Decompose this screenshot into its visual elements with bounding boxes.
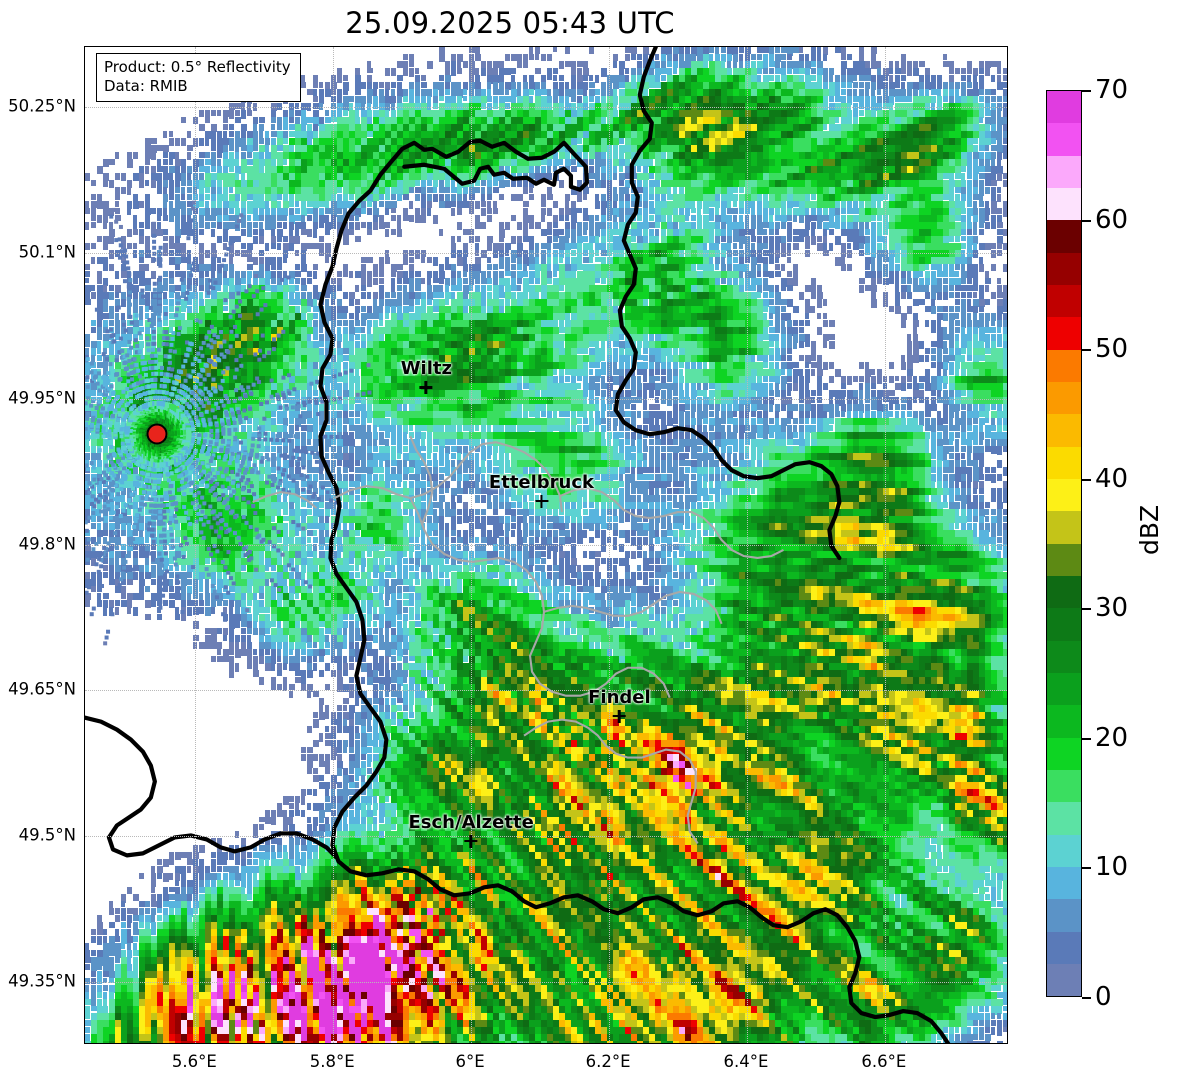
product-line: Product: 0.5° Reflectivity <box>104 58 291 76</box>
colorbar-band <box>1047 155 1081 188</box>
colorbar-band <box>1047 414 1081 447</box>
colorbar-band <box>1047 446 1081 479</box>
colorbar-band <box>1047 705 1081 738</box>
colorbar-band <box>1047 91 1081 124</box>
national-border-east-germany <box>613 47 842 561</box>
colorbar-band <box>1047 575 1081 609</box>
latitude-tick-label: 49.8°N <box>18 534 76 554</box>
colorbar-tick-label: 0 <box>1095 982 1112 1012</box>
colorbar-band <box>1047 737 1081 770</box>
gridline-horizontal <box>85 544 1007 546</box>
colorbar-bands <box>1047 91 1081 997</box>
colorbar-tick-label: 20 <box>1095 722 1129 753</box>
colorbar-band <box>1047 963 1081 997</box>
colorbar-tick-label: 60 <box>1095 204 1129 235</box>
colorbar-tick <box>1082 997 1091 999</box>
colorbar-tick <box>1082 90 1091 92</box>
radar-site-marker[interactable] <box>146 423 168 445</box>
colorbar-band <box>1047 866 1081 900</box>
radar-plot[interactable]: Wiltz Ettelbruck Findel Esch/Alzette <box>84 46 1008 1044</box>
gridline-horizontal <box>85 981 1007 983</box>
colorbar-band <box>1047 802 1081 835</box>
colorbar-band <box>1047 349 1081 382</box>
gridline-horizontal <box>85 253 1007 254</box>
colorbar-band <box>1047 640 1081 673</box>
longitude-tick-label: 5.8°E <box>309 1052 355 1071</box>
latitude-tick-label: 49.65°N <box>8 679 76 699</box>
colorbar-tick-label: 50 <box>1095 334 1129 365</box>
page-title: 25.09.2025 05:43 UTC <box>345 6 675 40</box>
colorbar-band <box>1047 931 1081 964</box>
colorbar-tick-label: 70 <box>1095 75 1129 105</box>
colorbar-title: dBZ <box>1135 504 1164 555</box>
gridline-horizontal <box>85 836 1007 838</box>
colorbar-tick-label: 10 <box>1095 852 1129 883</box>
colorbar-band <box>1047 769 1081 803</box>
colorbar-band <box>1047 317 1081 350</box>
longitude-tick-label: 6.6°E <box>861 1052 907 1071</box>
colorbar-tick <box>1082 867 1091 870</box>
colorbar[interactable] <box>1046 90 1082 997</box>
colorbar-band <box>1047 220 1081 253</box>
latitude-tick-label: 50.1°N <box>18 242 76 262</box>
latitude-tick-label: 50.25°N <box>8 96 76 116</box>
longitude-tick-label: 6.2°E <box>585 1052 631 1071</box>
longitude-tick-label: 6.4°E <box>723 1052 769 1071</box>
gridline-horizontal <box>85 398 1007 400</box>
internal-district-borders <box>252 435 784 844</box>
national-border-luxembourg <box>318 138 951 1043</box>
latitude-tick-label: 49.35°N <box>8 971 76 991</box>
colorbar-tick <box>1082 219 1091 222</box>
latitude-tick-label: 49.5°N <box>18 825 76 845</box>
colorbar-band <box>1047 284 1081 318</box>
colorbar-band <box>1047 123 1081 156</box>
colorbar-tick <box>1082 608 1091 611</box>
colorbar-band <box>1047 608 1081 641</box>
colorbar-band <box>1047 187 1081 221</box>
product-info-box: Product: 0.5° Reflectivity Data: RMIB <box>96 53 301 103</box>
data-source-line: Data: RMIB <box>104 77 188 96</box>
gridline-horizontal <box>85 690 1007 692</box>
colorbar-band <box>1047 672 1081 706</box>
colorbar-band <box>1047 899 1081 932</box>
colorbar-band <box>1047 478 1081 512</box>
longitude-tick-label: 5.6°E <box>171 1052 217 1071</box>
longitude-tick-label: 6°E <box>455 1052 485 1071</box>
map-borders-layer <box>85 47 951 1043</box>
colorbar-tick-label: 30 <box>1095 593 1129 624</box>
latitude-tick-label: 49.95°N <box>8 388 76 408</box>
colorbar-band <box>1047 511 1081 544</box>
colorbar-band <box>1047 252 1081 285</box>
colorbar-band <box>1047 381 1081 415</box>
colorbar-tick <box>1082 478 1091 481</box>
colorbar-band <box>1047 543 1081 576</box>
colorbar-tick <box>1082 349 1091 352</box>
colorbar-tick <box>1082 737 1091 740</box>
colorbar-tick-label: 40 <box>1095 463 1129 494</box>
gridline-horizontal <box>85 107 1007 109</box>
colorbar-band <box>1047 834 1081 867</box>
